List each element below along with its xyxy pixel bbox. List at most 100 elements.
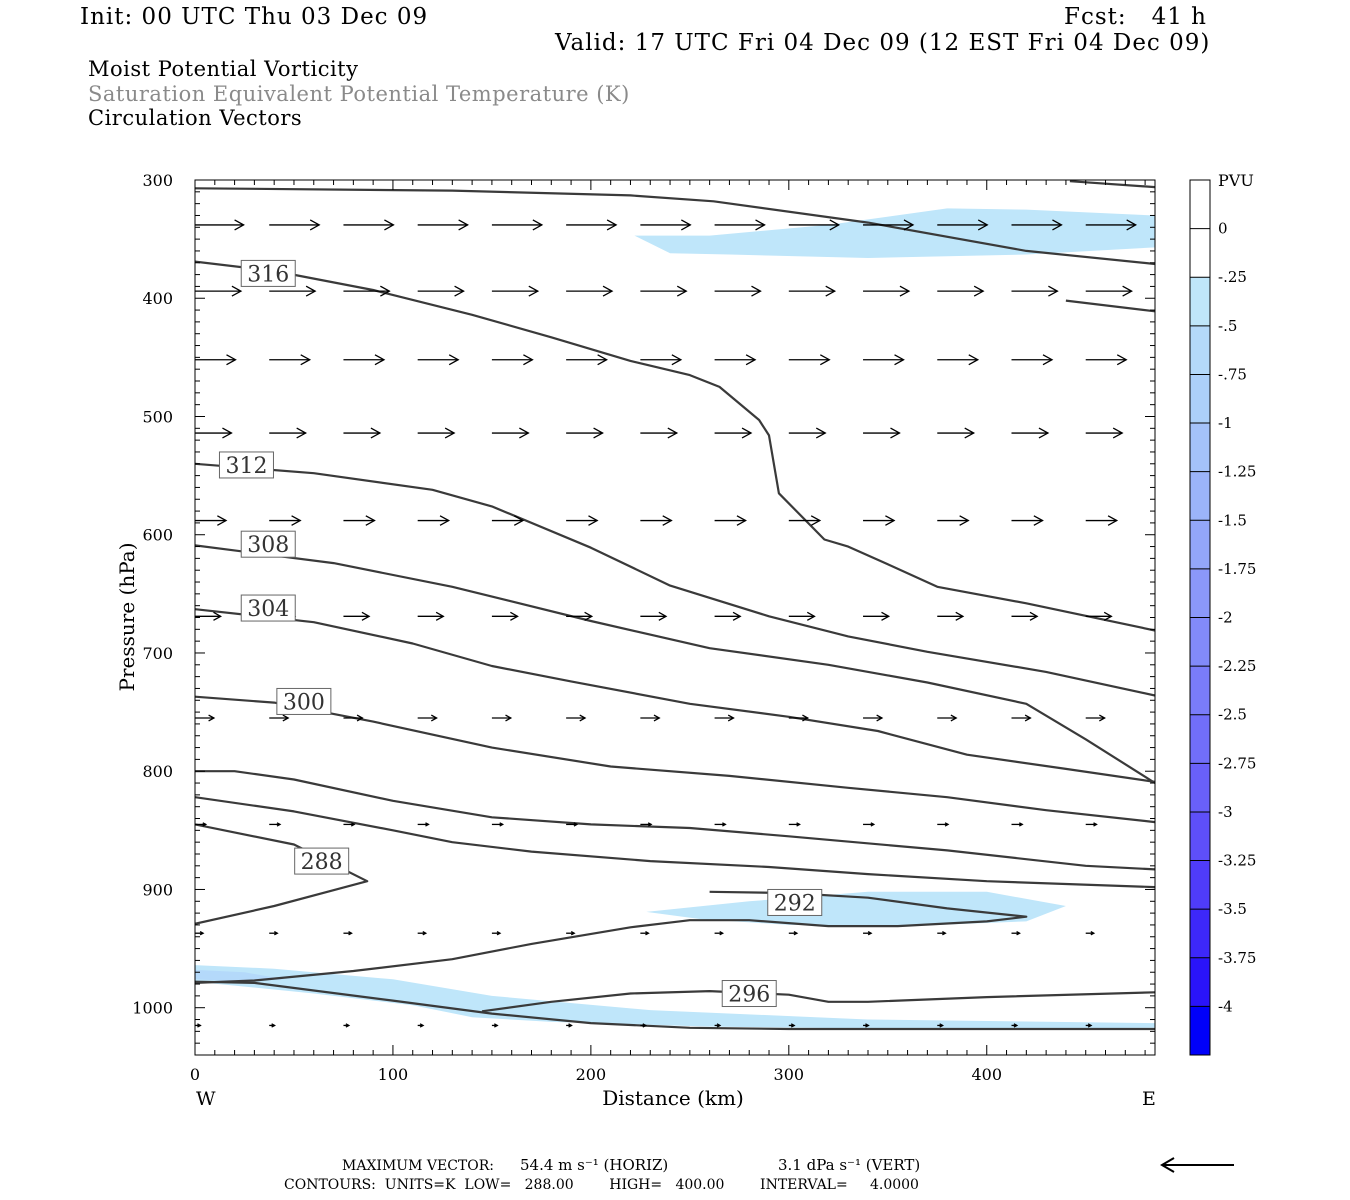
vector-arrow [1308,428,1344,438]
colorbar-band [1190,180,1210,229]
colorbar-band [1190,1006,1210,1055]
valid-time: Valid: 17 UTC Fri 04 Dec 09 (12 EST Fri … [555,30,1211,56]
vector-arrow [1234,286,1280,296]
vector-arrow [1011,427,1050,439]
vector-arrow [1308,932,1316,935]
vector-arrow [1011,515,1044,526]
theta-contour-13 [195,980,1155,1031]
vector-arrow [1308,715,1327,721]
vector-arrow [1234,1024,1239,1027]
vector-arrow [195,611,222,621]
field-title-mpv: Moist Potential Vorticity [88,57,359,81]
vector-arrow [640,219,692,231]
vector-arrow [640,611,668,621]
contour-label-308: 308 [240,530,296,558]
vector-arrow [863,714,884,722]
vector-arrow [640,1023,648,1028]
vector-arrow [343,515,376,526]
vector-arrow [195,285,243,297]
vector-arrow [640,285,688,297]
max-vector-horiz: 54.4 m s⁻¹ (HORIZ) [520,1156,669,1174]
vector-arrow [195,930,205,936]
vector-arrow [714,354,757,366]
vector-arrow [640,822,653,827]
vector-arrow [863,427,901,439]
colorbar-band [1190,520,1210,569]
vector-arrow [640,930,650,936]
colorbar-label: -3.25 [1218,852,1256,870]
vector-arrow [937,822,950,827]
vector-arrow [1234,932,1242,935]
vector-arrow [714,515,747,526]
vector-arrow [269,219,321,231]
vector-arrow [863,285,911,297]
pv-region-1 [646,891,1066,927]
vector-arrow [269,1023,276,1028]
colorbar-band [1190,763,1210,812]
vector-arrow [417,930,428,936]
vector-arrow [343,822,356,827]
colorbar-band [1190,228,1210,278]
vector-arrow [566,427,604,439]
colorbar-label: -.75 [1218,365,1247,383]
vector-arrow [1011,219,1063,231]
vector-arrow [937,354,980,366]
colorbar-label: -4 [1218,997,1233,1015]
vector-arrow [566,1023,573,1028]
x-tick-label: 100 [378,1065,409,1084]
vector-arrow [863,822,876,827]
contour-label-288: 288 [294,847,350,875]
vector-arrow [788,930,799,936]
colorbar-band [1190,860,1210,910]
vector-arrow [1308,286,1350,296]
vector-arrow [714,1023,722,1028]
vector-arrow [1011,930,1021,936]
pv-region-0 [634,208,1155,258]
axis-layer: 300 400 500 600 700 800 900 1000 0 100 200 300 400 [132,171,1155,1084]
vector-arrow [491,611,519,621]
plot-frame [194,179,1156,1056]
vector-arrow [566,354,608,366]
colorbar-label: -2.25 [1218,657,1256,675]
vector-arrow [491,427,530,439]
vector-arrow [937,285,985,297]
colorbar-label: -.25 [1218,268,1247,286]
svg-text:288: 288 [301,850,343,875]
vector-arrow [640,714,661,722]
theta-contour-layer [195,180,1155,1031]
vector-arrow [1011,354,1054,366]
max-vector-vert: 3.1 dPa s⁻¹ (VERT) [778,1156,921,1174]
contour-label-316: 316 [240,259,296,287]
east-label: E [1142,1088,1156,1110]
vector-arrow [269,714,290,722]
vector-arrow [269,285,317,297]
vector-arrow [1011,1023,1019,1028]
colorbar-label: -.5 [1218,317,1237,335]
colorbar-band [1190,374,1210,424]
theta-contour-7 [195,695,1155,824]
vector-arrow [714,285,762,297]
vector-arrow [640,354,683,366]
vector-arrow [343,611,371,621]
svg-text:300: 300 [283,690,325,715]
vector-arrow [1308,355,1349,365]
contour-label-300: 300 [276,687,332,715]
vector-arrow [343,427,382,439]
theta-contour-0 [195,187,1155,266]
vector-arrow [1160,516,1191,526]
max-vector-label: MAXIMUM VECTOR: [342,1158,494,1174]
vector-arrow [195,219,245,231]
vector-arrow [863,930,873,936]
theta-contour-4 [195,462,1155,697]
vector-arrow [1085,354,1128,366]
vector-arrow [1085,219,1138,231]
colorbar-label: -3 [1218,803,1233,821]
vector-arrow [269,930,279,936]
vector-arrow [714,714,735,722]
colorbar-band [1190,617,1210,667]
contour-label-296: 296 [721,980,777,1008]
colorbar-label: -1.5 [1218,511,1247,529]
vector-arrow [1308,612,1334,620]
y-tick-label: 800 [142,762,173,781]
vector-arrow [1160,612,1186,620]
